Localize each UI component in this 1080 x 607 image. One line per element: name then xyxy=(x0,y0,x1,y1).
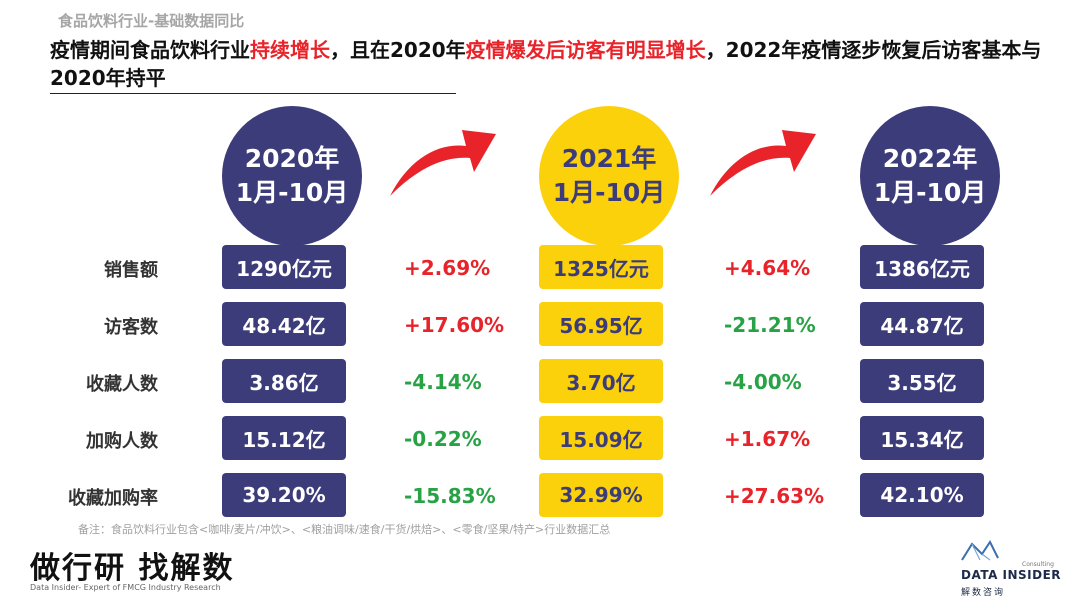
brand-tagline: Data Insider- Expert of FMCG Industry Re… xyxy=(30,583,221,592)
period-year: 2022年 xyxy=(882,144,978,173)
value-2021-visitors: 56.95亿 xyxy=(539,302,663,346)
value-2021-sales: 1325亿元 xyxy=(539,245,663,289)
value-2021-add-to-cart: 15.09亿 xyxy=(539,416,663,460)
value-2020-favorites: 3.86亿 xyxy=(222,359,346,403)
row-label-favorites: 收藏人数 xyxy=(86,374,158,395)
period-year: 2021年 xyxy=(561,144,657,173)
logo-cn-name: 解数咨询 xyxy=(961,588,1006,598)
logo-consulting-text: Consulting xyxy=(1022,561,1054,568)
change-2021-vs-2020-visitors: +17.60% xyxy=(404,313,505,337)
period-circle-2021: 2021年 1月-10月 xyxy=(539,106,679,246)
value-2020-add-to-cart: 15.12亿 xyxy=(222,416,346,460)
title-highlight-2: 疫情爆发后访客有明显增长 xyxy=(465,38,706,62)
value-2020-sales: 1290亿元 xyxy=(222,245,346,289)
logo-name: DATA INSIDER xyxy=(961,568,1062,582)
period-range: 1月-10月 xyxy=(235,178,349,207)
value-2021-favorites: 3.70亿 xyxy=(539,359,663,403)
value-2020-fav-cart-rate: 39.20% xyxy=(222,473,346,517)
footnote: 备注：食品饮料行业包含<咖啡/麦片/冲饮>、<粮油调味/速食/干货/烘焙>、<零… xyxy=(78,523,611,536)
growth-arrow-icon xyxy=(710,130,816,196)
brand-slogan: 做行研 找解数 xyxy=(30,551,235,586)
period-circle-2022: 2022年 1月-10月 xyxy=(860,106,1000,246)
period-year: 2020年 xyxy=(244,144,340,173)
growth-arrow-icon xyxy=(390,130,496,196)
period-range: 1月-10月 xyxy=(873,178,987,207)
row-label-add-to-cart: 加购人数 xyxy=(86,431,158,452)
value-2022-fav-cart-rate: 42.10% xyxy=(860,473,984,517)
change-2022-vs-2021-sales: +4.64% xyxy=(724,256,811,280)
value-2020-visitors: 48.42亿 xyxy=(222,302,346,346)
title-underline xyxy=(50,93,456,94)
period-circle-2020: 2020年 1月-10月 xyxy=(222,106,362,246)
title-part-3: ，2022年疫情逐步恢复后访客基本与2020年持平 xyxy=(50,38,1042,90)
change-2022-vs-2021-fav-cart-rate: +27.63% xyxy=(724,484,825,508)
change-2022-vs-2021-favorites: -4.00% xyxy=(724,370,802,394)
title-part-1: 疫情期间食品饮料行业 xyxy=(50,38,250,62)
change-2021-vs-2020-favorites: -4.14% xyxy=(404,370,482,394)
value-2021-fav-cart-rate: 32.99% xyxy=(539,473,663,517)
value-2022-add-to-cart: 15.34亿 xyxy=(860,416,984,460)
change-2021-vs-2020-add-to-cart: -0.22% xyxy=(404,427,482,451)
change-2021-vs-2020-sales: +2.69% xyxy=(404,256,491,280)
title-part-2: ，且在2020年 xyxy=(330,38,466,62)
row-label-visitors: 访客数 xyxy=(104,317,158,338)
period-range: 1月-10月 xyxy=(552,178,666,207)
change-2021-vs-2020-fav-cart-rate: -15.83% xyxy=(404,484,496,508)
title-highlight-1: 持续增长 xyxy=(250,38,330,62)
value-2022-sales: 1386亿元 xyxy=(860,245,984,289)
data-insider-logo-icon xyxy=(961,540,999,561)
row-label-fav-cart-rate: 收藏加购率 xyxy=(68,488,158,509)
row-label-sales: 销售额 xyxy=(104,260,158,281)
value-2022-visitors: 44.87亿 xyxy=(860,302,984,346)
change-2022-vs-2021-visitors: -21.21% xyxy=(724,313,816,337)
page-subtitle: 食品饮料行业-基础数据同比 xyxy=(58,12,245,30)
page-title: 疫情期间食品饮料行业持续增长，且在2020年疫情爆发后访客有明显增长，2022年… xyxy=(50,36,1050,92)
change-2022-vs-2021-add-to-cart: +1.67% xyxy=(724,427,811,451)
value-2022-favorites: 3.55亿 xyxy=(860,359,984,403)
